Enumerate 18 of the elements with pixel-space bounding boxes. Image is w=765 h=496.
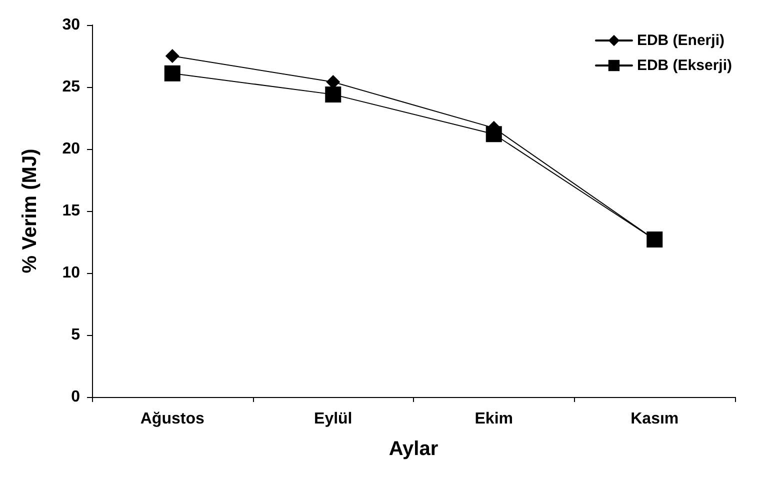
legend-label: EDB (Ekserji)	[636, 57, 732, 74]
y-axis-title: % Verim (MJ)	[19, 148, 41, 274]
y-tick-label: 30	[62, 16, 80, 34]
y-tick-label: 0	[71, 388, 80, 406]
point	[165, 49, 180, 63]
x-tick-label: Eylül	[314, 410, 352, 428]
x-tick-label: Ağustos	[140, 410, 204, 428]
y-tick-label: 20	[62, 140, 80, 158]
y-tick-label: 25	[62, 78, 80, 96]
point	[164, 65, 180, 82]
x-axis-title: Aylar	[388, 438, 438, 460]
y-tick-label: 10	[62, 264, 80, 282]
y-tick-label: 15	[62, 202, 80, 220]
x-tick-label: Ekim	[474, 410, 513, 428]
x-tick-label: Kasım	[630, 410, 679, 428]
point	[325, 86, 342, 102]
y-tick-label: 5	[71, 326, 80, 344]
legend-label: EDB (Enerji)	[636, 32, 724, 49]
